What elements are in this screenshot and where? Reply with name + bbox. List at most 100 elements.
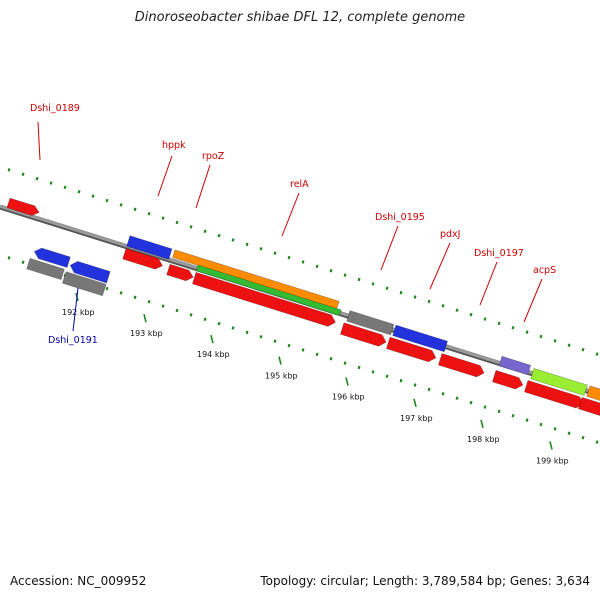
- track-dot: [581, 435, 585, 440]
- track-dot: [553, 339, 557, 343]
- scale-tick: [143, 314, 147, 323]
- feature-acps-lime: [530, 367, 588, 396]
- track-dot: [35, 176, 39, 181]
- label-leader-line: [72, 287, 79, 332]
- track-dot: [175, 308, 179, 313]
- scale-tick: [210, 335, 214, 344]
- label-leader-line: [281, 192, 300, 237]
- feature-dshi-0197b: [438, 353, 485, 378]
- track-dot: [427, 387, 431, 392]
- feature-acps-rrna: [586, 385, 600, 403]
- label-leader-line: [479, 261, 498, 306]
- gene-label: Dshi_0189: [30, 103, 80, 114]
- feature-dshi-0191-trna-a: [33, 247, 71, 268]
- track-dot: [469, 400, 473, 405]
- tick-label: 198 kbp: [467, 435, 500, 444]
- tick-label: 194 kbp: [197, 350, 230, 359]
- feature-dshi-0195: [346, 310, 395, 336]
- track-dot: [77, 190, 81, 194]
- scale-tick: [413, 398, 417, 408]
- feature-hppk-trna: [126, 235, 173, 260]
- label-leader-line: [380, 225, 399, 271]
- track-dot: [371, 282, 375, 286]
- track-dot: [539, 334, 543, 339]
- genome-summary-text: Topology: circular; Length: 3,789,584 bp…: [260, 574, 590, 588]
- gene-label: acpS: [533, 265, 556, 276]
- track-dot: [161, 216, 165, 220]
- track-dot: [189, 225, 193, 229]
- track-dot: [399, 290, 403, 295]
- track-dot: [525, 330, 529, 334]
- accession-text: Accession: NC_009952: [10, 574, 147, 588]
- track-dot: [147, 211, 151, 216]
- track-dot: [7, 256, 11, 260]
- track-dot: [49, 181, 53, 185]
- track-dot: [483, 405, 487, 409]
- track-dot: [567, 431, 571, 436]
- track-dot: [273, 339, 277, 343]
- track-dot: [315, 264, 319, 269]
- track-dot: [203, 317, 207, 322]
- track-dot: [385, 286, 389, 291]
- track-dot: [259, 335, 263, 339]
- scale-ticks: 192 kbp 193 kbp 194 kbp 195 kbp 196 kbp 197 k…: [62, 292, 569, 465]
- track-dot: [217, 233, 221, 238]
- tick-label: 197 kbp: [400, 414, 433, 423]
- label-leader-line: [37, 121, 41, 161]
- track-dot: [567, 343, 571, 348]
- track-dot: [539, 422, 543, 427]
- track-dot: [119, 291, 123, 295]
- feature-dshi-0191-pseudo-b: [62, 271, 107, 297]
- track-dot: [525, 418, 529, 422]
- scale-tick: [278, 356, 282, 365]
- track-dot: [441, 304, 445, 308]
- track-dot: [133, 295, 137, 300]
- feature-next-cds-2: [578, 396, 600, 417]
- gene-label: pdxJ: [440, 229, 460, 240]
- feature-hppk: [122, 248, 163, 270]
- track-dot: [371, 370, 375, 374]
- track-dot: [21, 260, 25, 264]
- track-dot: [329, 356, 333, 361]
- track-dot: [105, 198, 109, 203]
- dotted-track-lines: [7, 168, 599, 444]
- track-dot: [91, 194, 95, 198]
- tick-label: 196 kbp: [332, 393, 365, 402]
- label-leader-line: [157, 155, 173, 197]
- feature-pdxj: [340, 322, 387, 347]
- track-dot: [497, 409, 501, 414]
- track-dot: [133, 207, 137, 212]
- track-dot: [329, 268, 333, 273]
- track-dot: [259, 247, 263, 251]
- tick-label: 195 kbp: [265, 372, 298, 381]
- feature-rela: [192, 272, 336, 327]
- track-dot: [553, 427, 557, 431]
- feature-pdxj-trna: [392, 324, 448, 353]
- track-dot: [413, 295, 417, 299]
- track-dot: [399, 378, 403, 383]
- feature-dshi-0189: [6, 197, 40, 216]
- feature-dshi-0197a: [386, 336, 437, 363]
- track-dot: [21, 172, 25, 176]
- track-dot: [441, 392, 445, 396]
- track-dot: [7, 168, 11, 172]
- gene-label: Dshi_0191: [48, 335, 98, 346]
- feature-dshi-0191-trna-b: [69, 261, 111, 284]
- gene-label: rpoZ: [202, 151, 225, 162]
- gene-label: hppk: [162, 140, 186, 151]
- track-dot: [357, 365, 361, 370]
- track-dot: [287, 343, 291, 348]
- track-dot: [511, 325, 515, 330]
- tick-label: 199 kbp: [536, 456, 569, 465]
- gene-label: Dshi_0197: [474, 248, 524, 259]
- track-dot: [231, 238, 235, 242]
- feature-other: [498, 355, 532, 376]
- scale-tick: [549, 441, 553, 450]
- track-dot: [357, 277, 361, 282]
- label-leader-line: [429, 242, 451, 290]
- track-dot: [301, 348, 305, 352]
- track-dot: [175, 220, 179, 225]
- track-dot: [455, 308, 459, 312]
- feature-rpoz: [166, 263, 194, 282]
